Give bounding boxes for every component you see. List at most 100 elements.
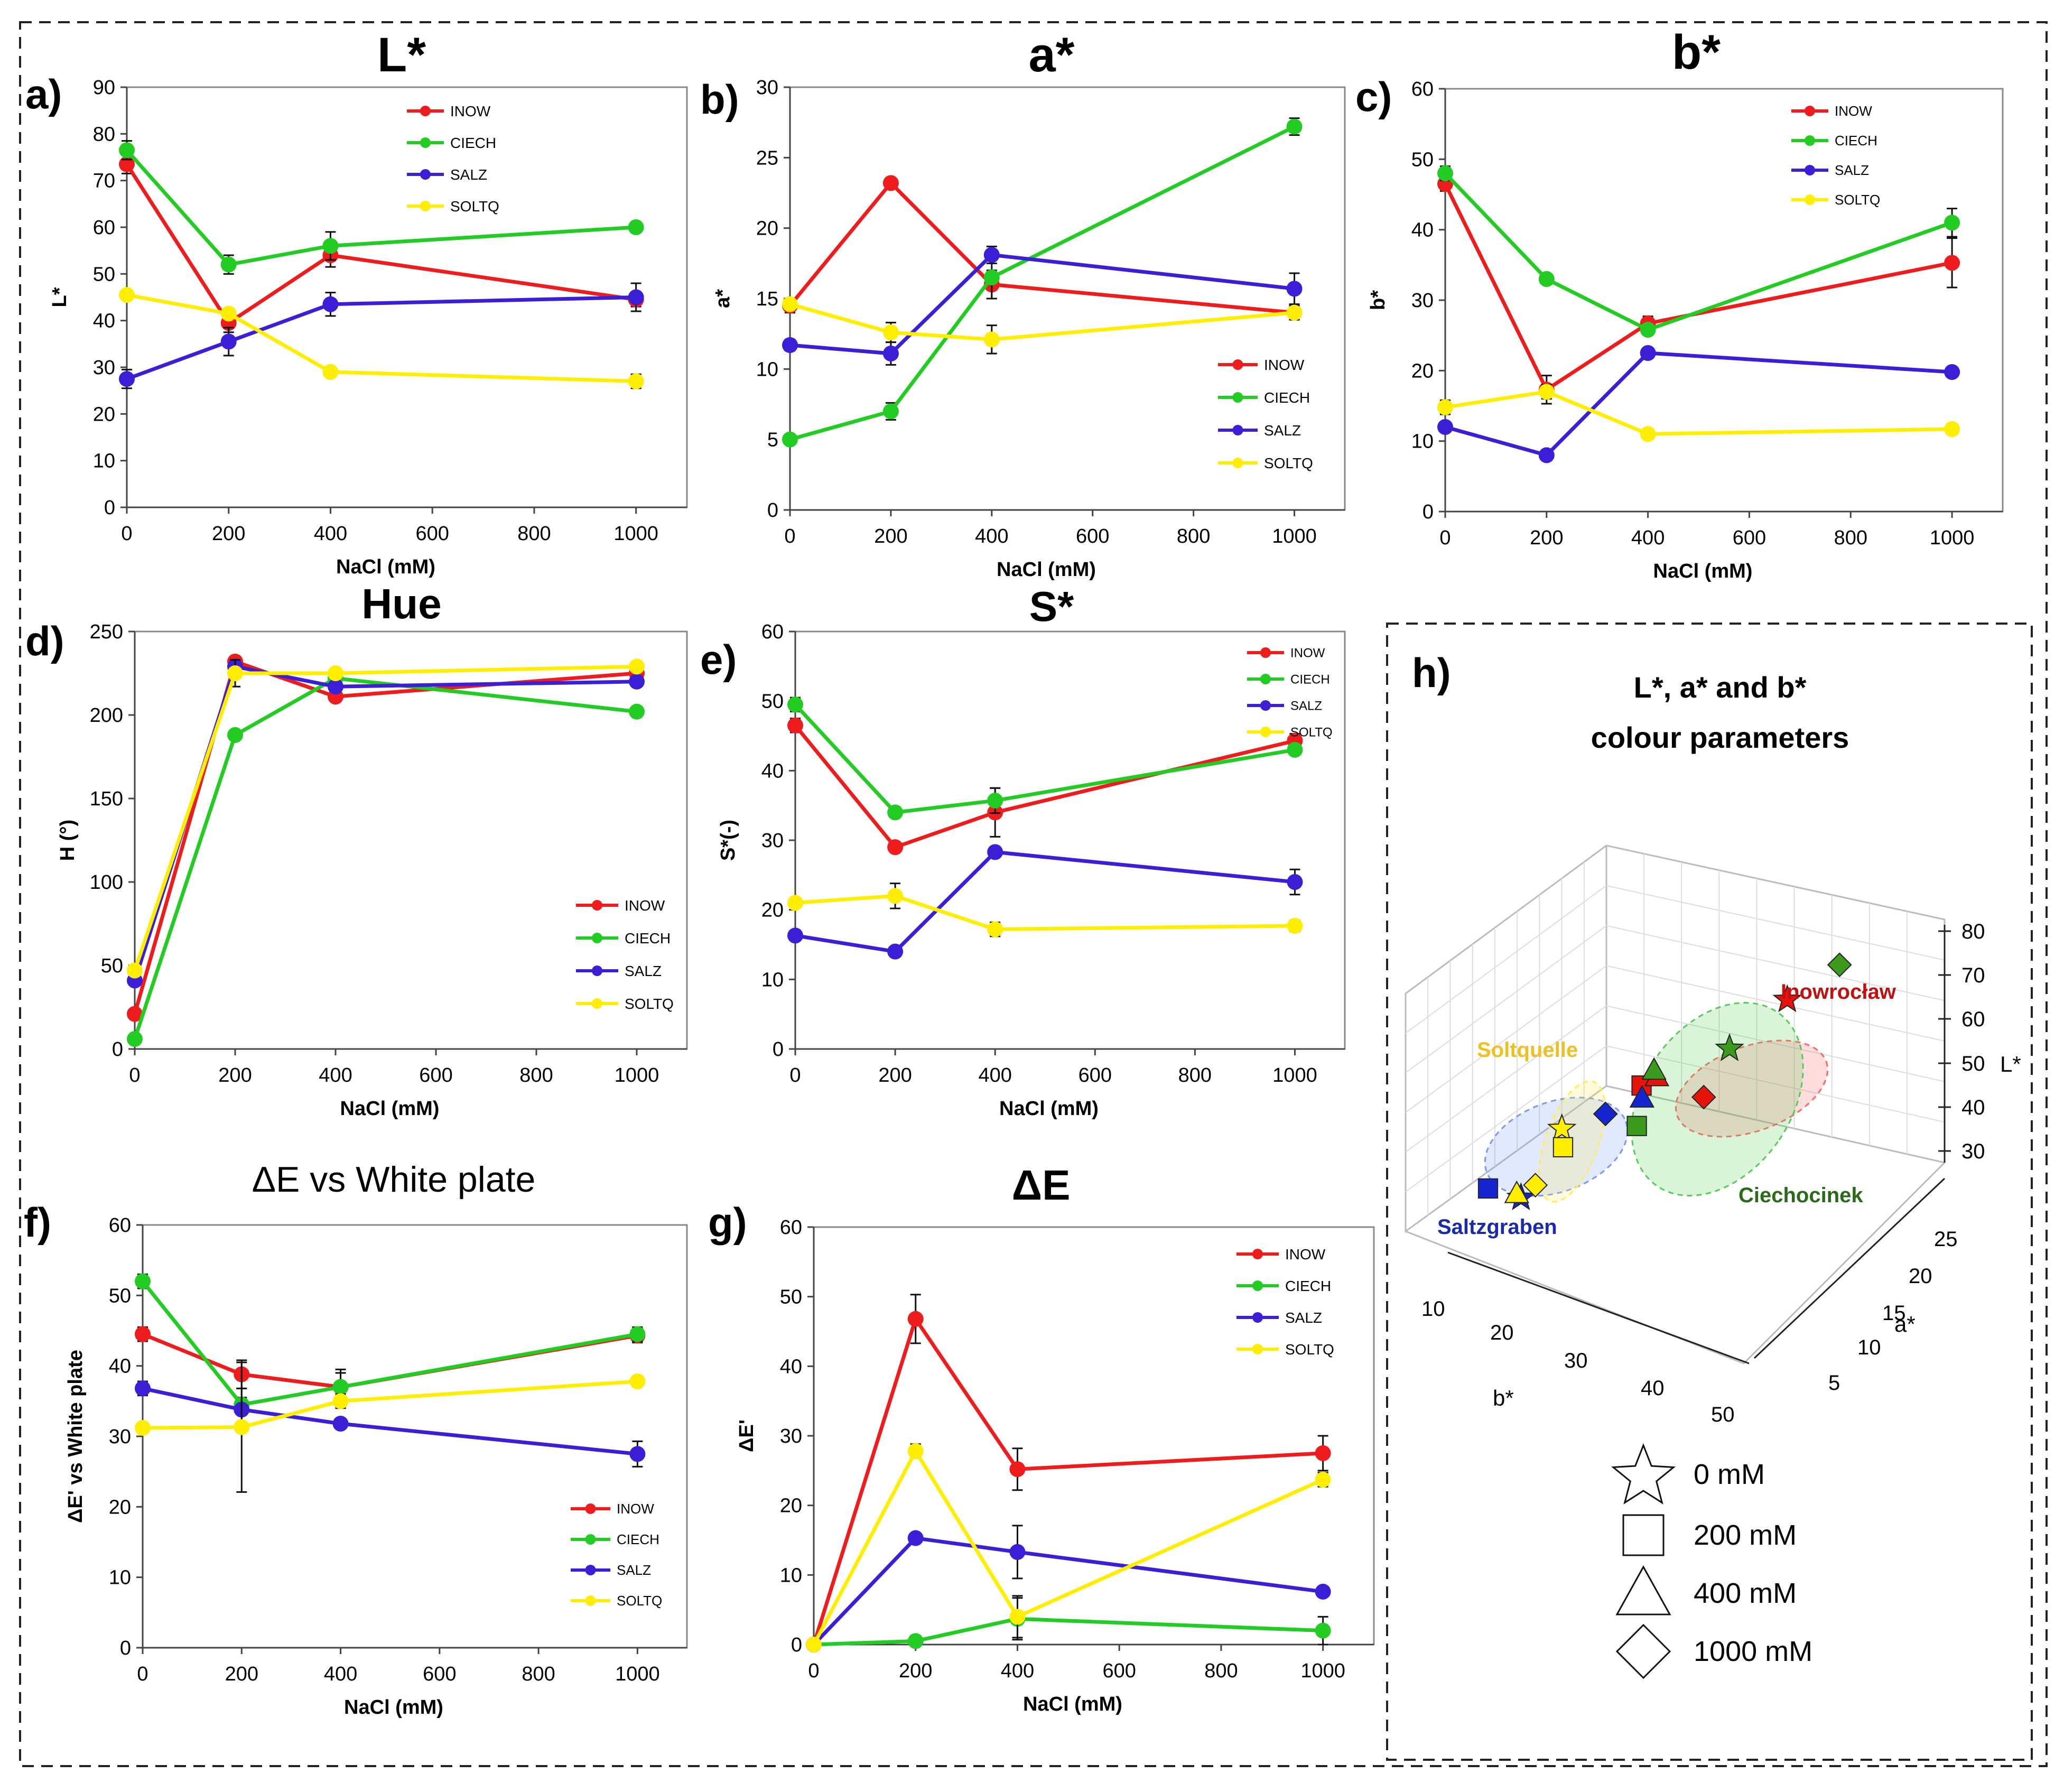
data-point-inow [1944,255,1960,271]
data-point-soltq [787,895,803,911]
data-point-inow [127,1006,143,1022]
data-point-soltq [1286,304,1303,321]
series-line-inow [125,163,637,326]
y-tick-label: 50 [109,1285,131,1307]
x-tick-label: 400 [324,1663,357,1685]
data-point-ciech [1315,1622,1331,1639]
x-tick-label: 800 [522,1663,555,1685]
legend-label: CIECH [625,930,671,946]
y-tick-label: 200 [90,704,123,727]
data-point-ciech [1538,271,1555,287]
panel-label-f: f) [24,1199,51,1246]
y-tick-label: 60 [1411,78,1434,100]
b-tick-label: 10 [1421,1297,1445,1321]
x-tick-label: 400 [319,1064,352,1087]
legend-marker [1260,700,1271,711]
legend-label: SALZ [1290,699,1322,713]
chart-title-a: L* [377,28,426,82]
legend-label: CIECH [1285,1278,1331,1294]
y-tick-label: 50 [93,263,115,285]
y-tick-label: 60 [109,1214,131,1237]
panel-label-c: c) [1355,73,1392,120]
x-tick-label: 1000 [615,1663,660,1685]
legend-marker [1805,106,1815,116]
data-point-salz [220,333,237,350]
scatter-point-ciech-diamond [1827,952,1852,978]
legend-marker [1252,1280,1263,1291]
legend-marker [1252,1312,1263,1323]
y-tick-label: 0 [773,1038,784,1061]
scatter-point-soltq-triangle [1504,1180,1530,1203]
data-point-soltq [882,324,899,340]
x-tick-label: 200 [225,1663,258,1685]
y-tick-label: 0 [112,1038,123,1061]
legend-label-h: 1000 mM [1694,1636,1812,1667]
data-point-soltq [332,1393,349,1409]
legend-label: SOLTQ [625,996,674,1012]
x-axis-label-f: NaCl (mM) [344,1696,443,1719]
x-tick-label: 1000 [615,1064,659,1087]
b-tick-label: 40 [1641,1377,1665,1400]
legend-label: CIECH [1835,133,1877,148]
y-tick-label: 0 [104,497,115,519]
data-point-salz [1437,419,1453,435]
y-axis-label-a: L* [49,287,71,307]
series-line-salz [133,664,637,981]
data-point-ciech [787,697,803,713]
x-tick-label: 200 [874,525,907,547]
x-tick-label: 1000 [1930,527,1975,549]
x-tick-label: 400 [314,523,347,545]
legend-label: SOLTQ [617,1593,662,1609]
z-tick-label: 30 [1961,1140,1985,1163]
x-tick-label: 0 [789,1064,801,1087]
data-point-ciech [227,727,243,743]
data-point-ciech [1287,741,1303,758]
y-tick-label: 20 [780,1495,802,1517]
data-point-soltq [782,296,798,312]
x-axis-label-c: NaCl (mM) [1653,560,1753,582]
panel-label-d: d) [25,618,64,664]
data-point-ciech [119,142,135,159]
y-axis-label-f: ΔE' vs White plate [64,1350,87,1523]
data-point-soltq [119,287,135,303]
data-point-salz [887,943,904,960]
data-point-salz [135,1380,151,1397]
y-tick-label: 20 [109,1496,131,1518]
x-tick-label: 200 [212,523,245,545]
series-line-soltq [1445,389,1953,436]
data-point-ciech [907,1633,924,1649]
y-tick-label: 50 [101,955,123,977]
y-tick-label: 30 [780,1425,802,1447]
data-point-soltq [1315,1471,1331,1488]
legend-label: INOW [617,1501,654,1517]
series-line-salz [1445,351,1953,458]
y-tick-label: 40 [93,310,115,332]
legend-marker [420,201,431,211]
panel-a: a) L* 0 10 20 30 40 50 60 70 80 90 0 200 400 600 800 1000… [25,28,688,578]
data-point-soltq [1538,384,1555,400]
legend-marker [585,1565,596,1575]
data-point-salz [629,673,645,690]
data-point-ciech [882,403,899,420]
y-tick-label: 60 [780,1217,802,1239]
x-axis-label-a: NaCl (mM) [336,556,435,578]
data-point-ciech [1286,118,1303,135]
x-tick-label: 0 [137,1663,148,1685]
chart-title-e: S* [1029,583,1074,630]
a-axis-label: a* [1894,1312,1916,1336]
y-tick-label: 30 [761,830,784,852]
x-axis-label-b: NaCl (mM) [997,559,1096,581]
y-tick-label: 0 [767,499,778,522]
x-tick-label: 800 [517,523,551,545]
y-tick-label: 100 [90,871,123,894]
data-point-soltq [328,665,343,681]
y-tick-label: 0 [1423,501,1434,523]
group-label: Inowrocław [1781,980,1896,1004]
series-line-inow [133,659,637,1015]
y-tick-label: 15 [756,288,778,310]
group-label: Saltzgraben [1437,1215,1557,1239]
legend-marker [1260,647,1271,658]
x-tick-label: 1000 [1300,1660,1345,1682]
